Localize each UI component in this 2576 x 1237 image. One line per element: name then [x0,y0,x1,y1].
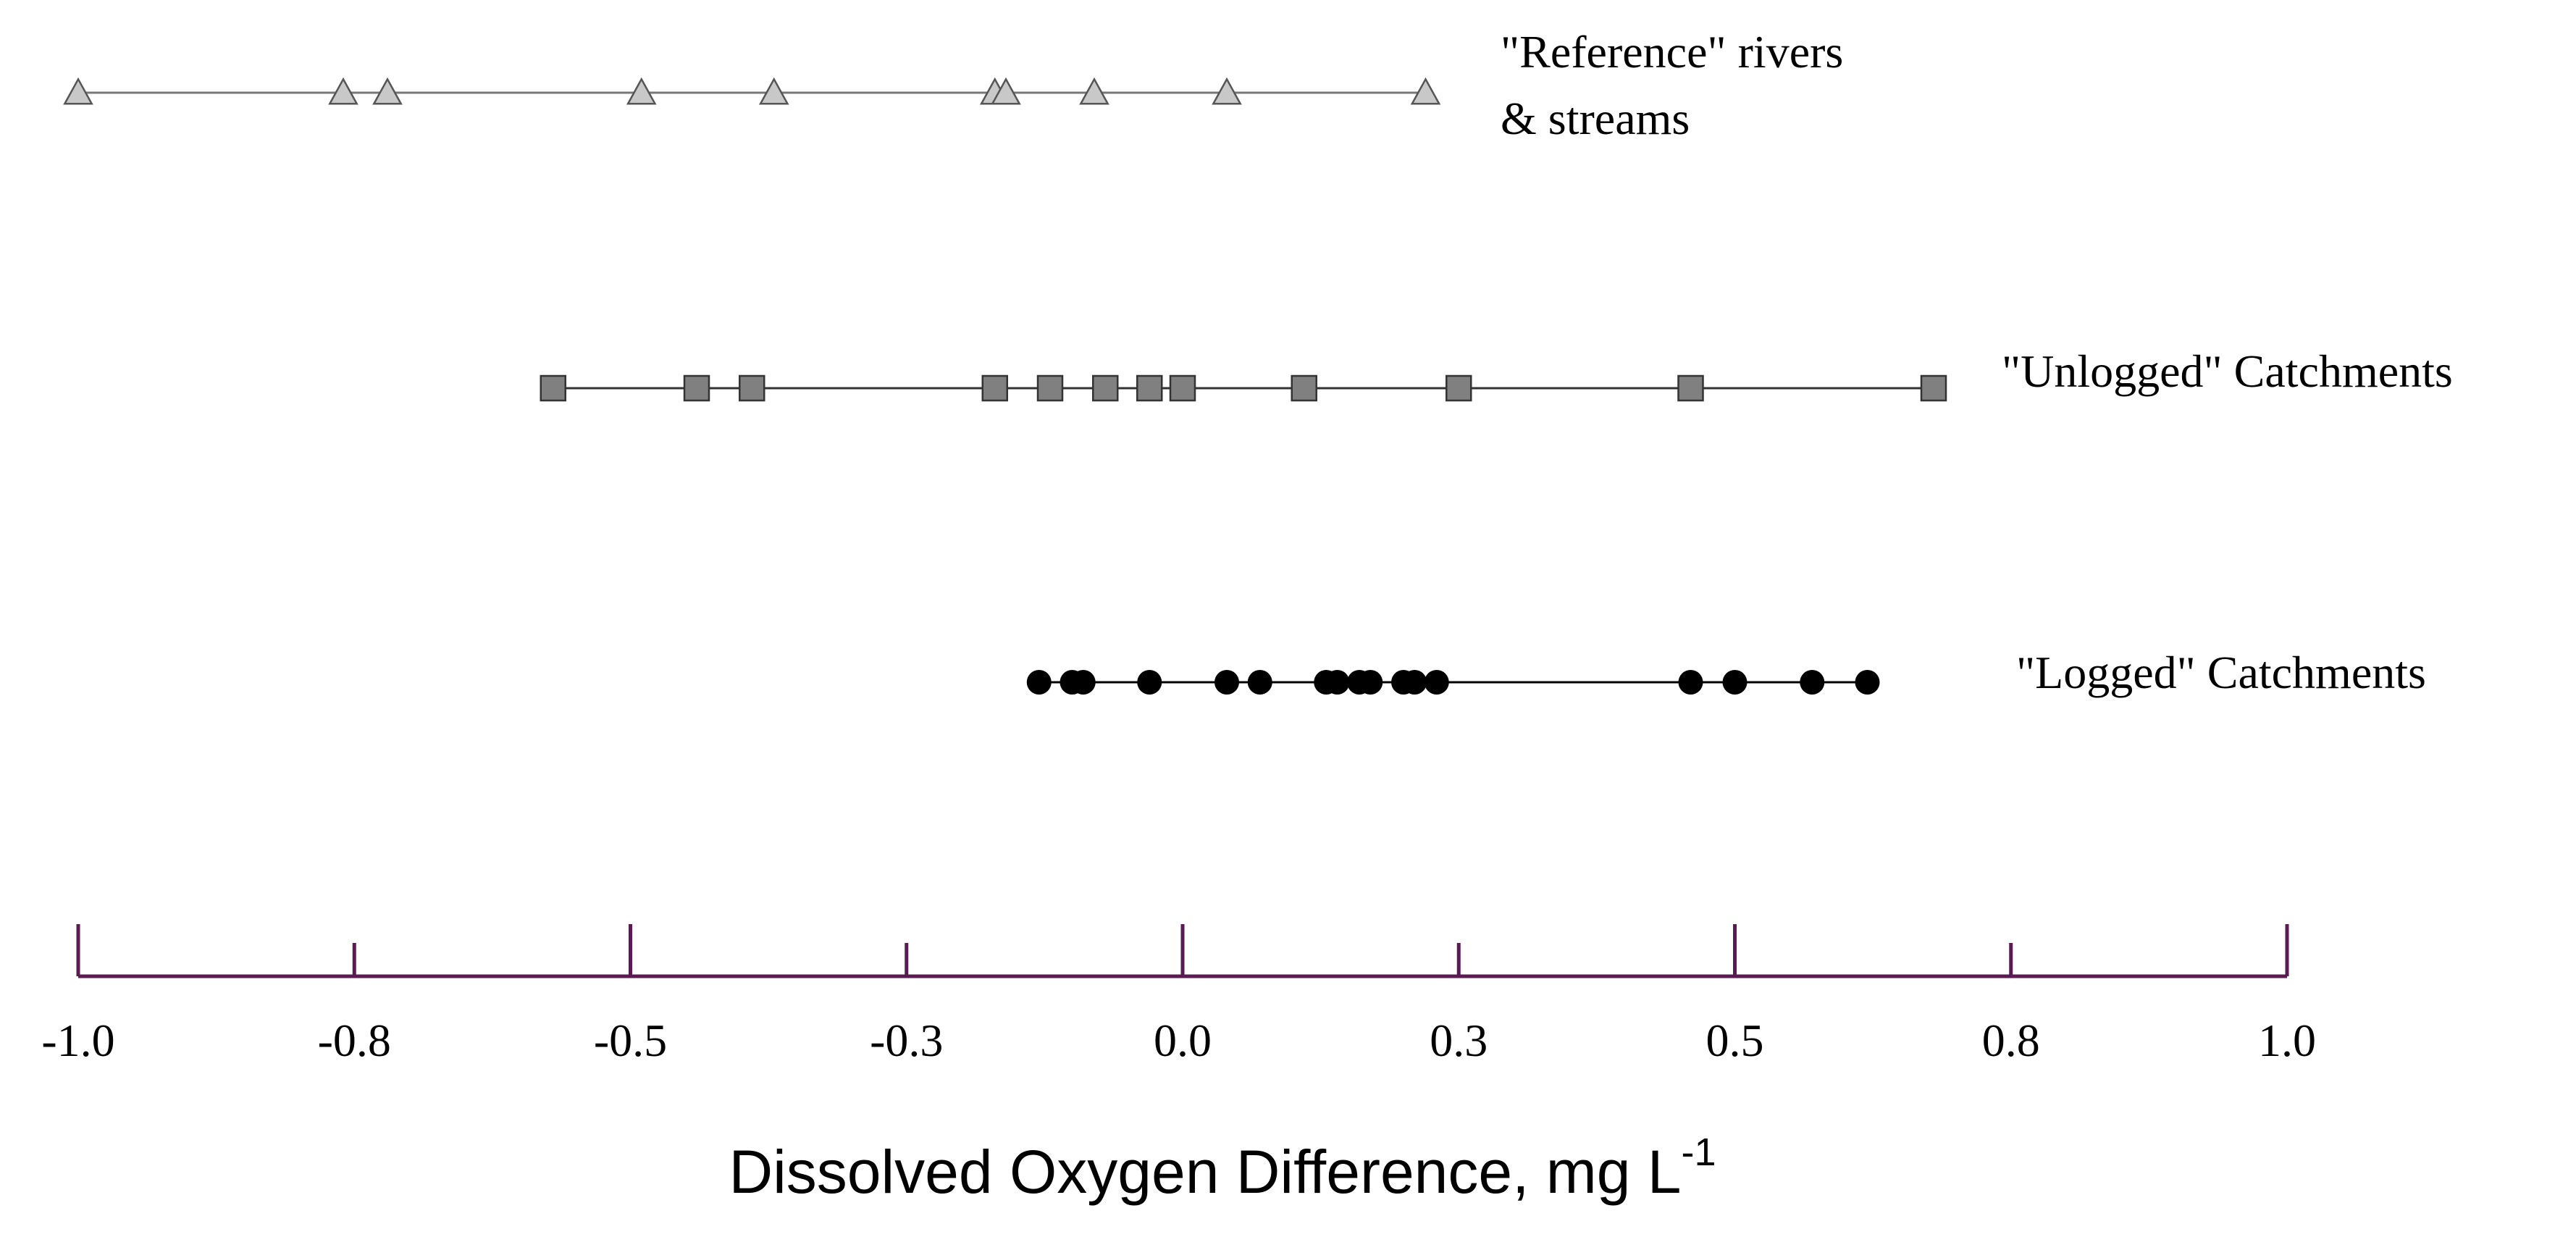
data-point-square [1169,374,1196,402]
x-tick-label: 0.8 [1982,1015,2040,1066]
x-tick-label: -1.0 [41,1015,114,1066]
x-axis-title: Dissolved Oxygen Difference, mg L-1 [729,1131,1716,1206]
series-group: "Unlogged" Catchments [540,345,2453,402]
x-tick-label: 1.0 [2258,1015,2316,1066]
x-tick-label: 0.0 [1154,1015,1212,1066]
data-point-square [1677,374,1704,402]
data-point-square [739,374,765,402]
data-point-circle [1214,670,1239,695]
series-label: "Logged" Catchments [2016,647,2426,698]
series-label-line: "Logged" Catchments [2016,647,2426,698]
x-axis-title-superscript: -1 [1682,1131,1716,1174]
data-point-square [981,374,1008,402]
data-point-square [540,374,566,402]
data-point-circle [1358,670,1383,695]
series-label-line: "Unlogged" Catchments [2002,345,2453,397]
data-point-circle [1247,670,1272,695]
series-label-line: "Reference" rivers [1501,26,1843,77]
series-group: "Reference" rivers & streams [63,26,1843,144]
data-point-triangle [1079,77,1109,105]
data-point-circle [1070,670,1096,695]
x-tick-label: -0.5 [594,1015,667,1066]
series-label: "Unlogged" Catchments [2002,345,2453,397]
data-point-square [1036,374,1064,402]
x-tick-label: 0.3 [1430,1015,1488,1066]
data-point-square [1092,374,1119,402]
data-point-square [1446,374,1472,402]
x-tick-label: -0.8 [318,1015,391,1066]
data-point-triangle [1410,77,1441,105]
x-tick-label: 0.5 [1706,1015,1764,1066]
data-point-circle [1855,670,1880,695]
data-point-square [1291,374,1317,402]
data-point-triangle [991,77,1021,105]
data-point-circle [1800,670,1825,695]
data-point-circle [1678,670,1703,695]
data-point-circle [1325,670,1350,695]
data-point-circle [1402,670,1427,695]
data-point-circle [1424,670,1449,695]
data-point-triangle [63,77,93,105]
series-layer: "Reference" rivers & streams "Unlogged" Ca… [63,26,2453,698]
x-axis-title-text: Dissolved Oxygen Difference, mg L [729,1138,1681,1206]
data-point-square [1920,374,1947,402]
data-point-triangle [1212,77,1242,105]
data-point-square [683,374,710,402]
data-point-triangle [328,77,358,105]
data-point-circle [1137,670,1162,695]
x-tick-label: -0.3 [870,1015,943,1066]
data-point-triangle [372,77,403,105]
data-point-circle [1026,670,1052,695]
series-group: "Logged" Catchments [1026,647,2426,698]
data-point-triangle [626,77,657,105]
data-point-square [1136,374,1163,402]
data-point-triangle [758,77,789,105]
x-axis: -1.0 -0.8 -0.5 -0.3 0.0 0.3 0.5 0.8 1.0 [41,924,2316,1066]
series-label-line: & streams [1501,93,1690,144]
series-label: "Reference" rivers & streams [1501,26,1843,144]
data-point-circle [1722,670,1748,695]
